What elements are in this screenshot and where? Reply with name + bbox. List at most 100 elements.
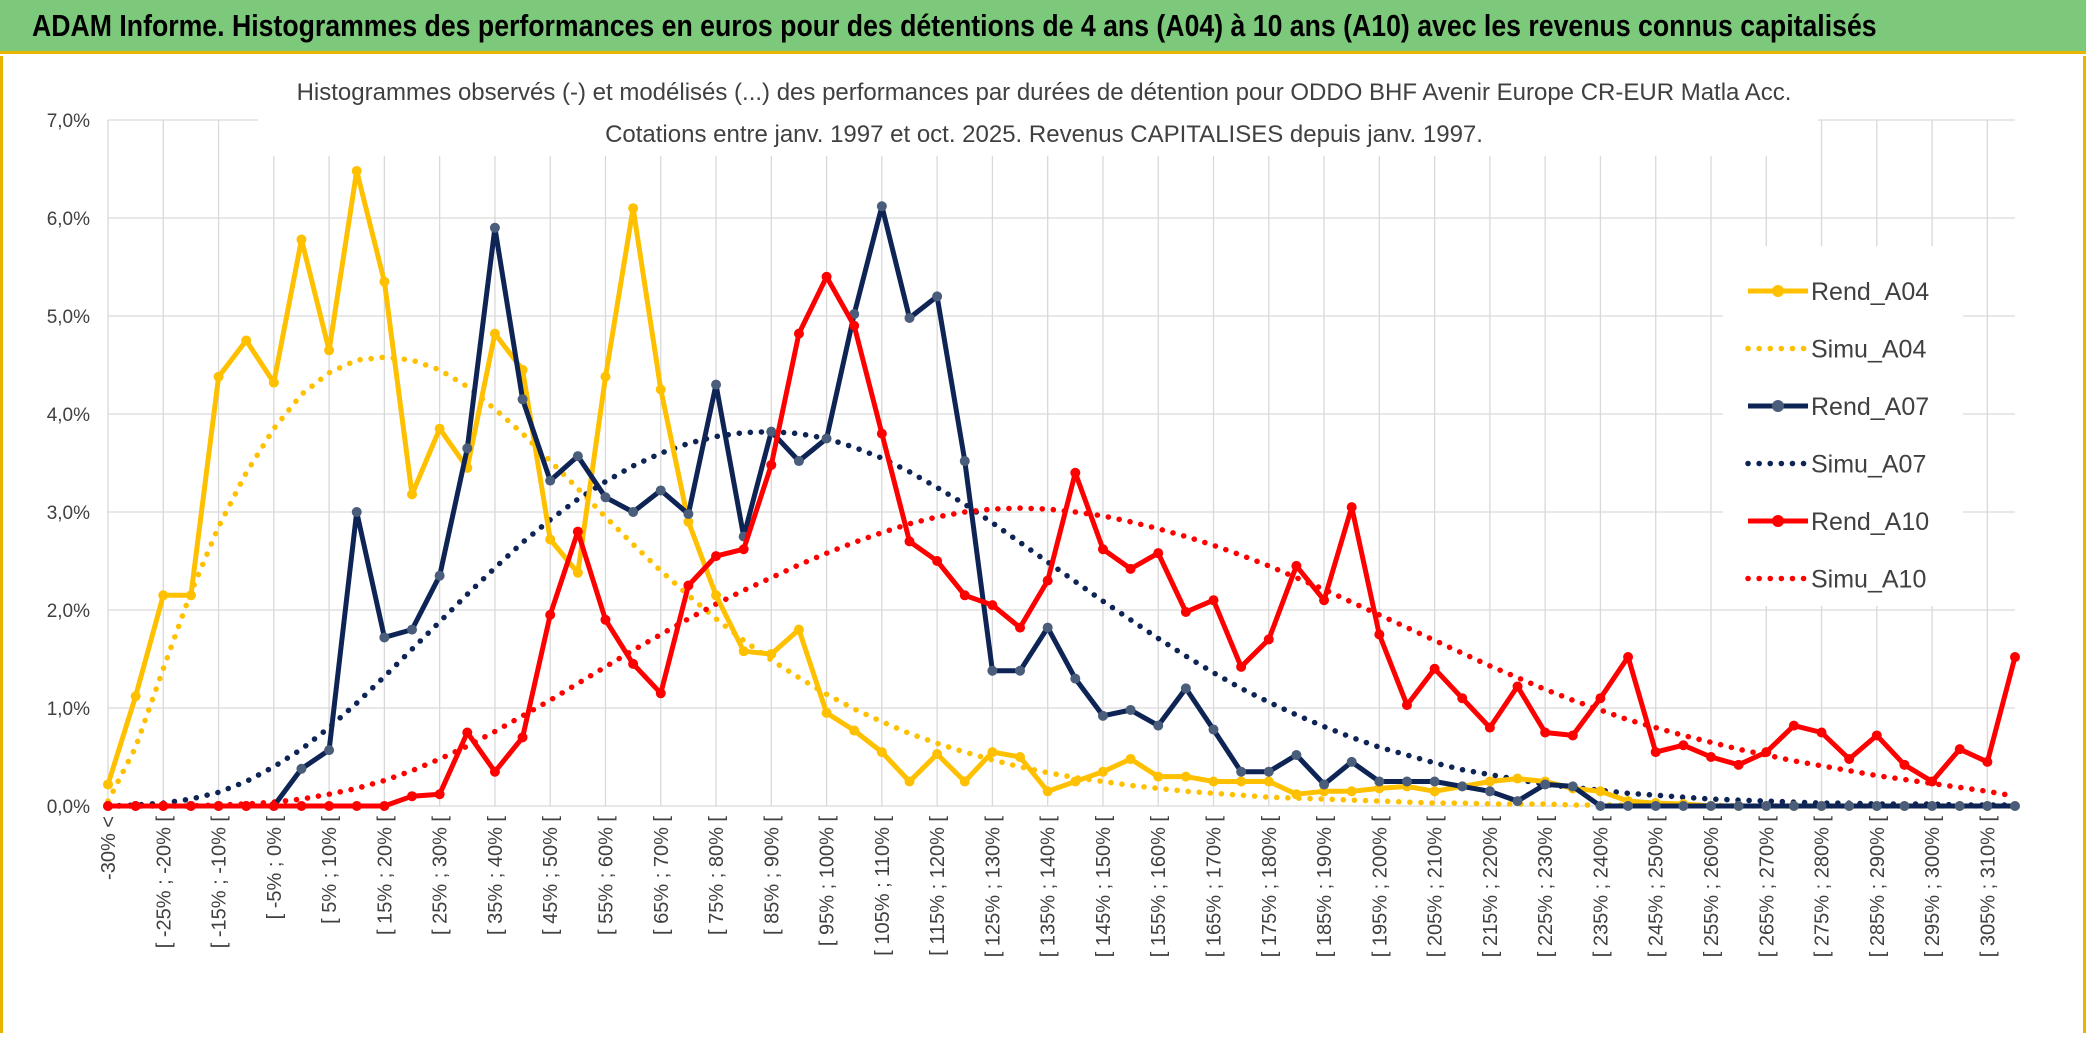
data-point bbox=[959, 456, 970, 467]
data-point bbox=[1650, 801, 1661, 811]
data-point bbox=[1374, 629, 1385, 640]
data-point bbox=[185, 590, 196, 601]
data-point bbox=[1512, 773, 1523, 784]
data-point bbox=[1816, 801, 1827, 811]
data-point bbox=[268, 801, 279, 811]
data-point bbox=[379, 276, 390, 287]
data-point bbox=[1899, 759, 1910, 770]
data-point bbox=[1623, 652, 1634, 663]
data-point bbox=[517, 732, 528, 743]
data-point bbox=[1484, 786, 1495, 797]
data-point bbox=[1484, 722, 1495, 733]
series-Simu_A10 bbox=[105, 505, 2018, 809]
legend-label: Simu_A10 bbox=[1811, 566, 1926, 594]
data-point bbox=[1761, 801, 1772, 811]
data-point bbox=[489, 222, 500, 233]
data-point bbox=[628, 658, 639, 669]
data-point bbox=[1512, 796, 1523, 807]
data-point bbox=[1097, 544, 1108, 555]
data-point bbox=[434, 423, 445, 434]
data-point bbox=[1954, 801, 1965, 811]
data-point bbox=[1319, 595, 1330, 606]
data-point bbox=[1015, 752, 1026, 762]
x-tick-label: [ 75% ; 80% [ bbox=[706, 816, 728, 935]
data-point bbox=[545, 475, 556, 486]
data-point bbox=[932, 291, 943, 302]
x-tick-label: [ 305% ; 310% [ bbox=[1977, 816, 1999, 958]
legend-item: Rend_A04 bbox=[1748, 278, 1929, 306]
data-point bbox=[1816, 727, 1827, 738]
data-point bbox=[711, 551, 722, 562]
data-point bbox=[1070, 673, 1081, 684]
data-point bbox=[1650, 747, 1661, 758]
data-point bbox=[489, 328, 500, 339]
y-tick-label: 4,0% bbox=[47, 405, 90, 426]
data-point bbox=[904, 776, 915, 787]
data-point bbox=[821, 707, 832, 718]
data-point bbox=[1871, 801, 1882, 811]
data-point bbox=[1319, 779, 1330, 790]
x-tick-label: [ 145% ; 150% [ bbox=[1093, 816, 1115, 958]
data-point bbox=[185, 801, 196, 811]
data-point bbox=[1263, 766, 1274, 777]
data-point bbox=[1291, 560, 1302, 571]
data-point bbox=[1236, 661, 1247, 672]
data-point bbox=[407, 489, 418, 500]
data-point bbox=[1319, 786, 1330, 797]
data-point bbox=[1567, 781, 1578, 792]
data-point bbox=[1595, 693, 1606, 704]
data-point bbox=[1346, 786, 1357, 797]
x-tick-label: [ 205% ; 210% [ bbox=[1425, 816, 1447, 958]
data-point bbox=[655, 485, 666, 496]
x-tick-label: [ 195% ; 200% [ bbox=[1369, 816, 1391, 958]
x-tick-label: [ 275% ; 280% [ bbox=[1812, 816, 1834, 958]
data-point bbox=[683, 580, 694, 591]
data-point bbox=[876, 201, 887, 212]
x-tick-label: [ 115% ; 120% [ bbox=[927, 816, 949, 956]
data-point bbox=[1927, 776, 1938, 787]
x-axis-labels: -30% < [ -25% ; -20% [[ -15% ; -10% [[ -5… bbox=[98, 816, 1999, 958]
y-tick-label: 0,0% bbox=[47, 797, 90, 818]
data-point bbox=[1788, 801, 1799, 811]
data-point bbox=[1982, 801, 1993, 811]
data-point bbox=[766, 426, 777, 437]
data-point bbox=[241, 801, 252, 811]
x-tick-label: [ 25% ; 30% [ bbox=[430, 816, 452, 935]
x-tick-label: -30% < bbox=[98, 816, 120, 880]
data-point bbox=[1042, 575, 1053, 586]
x-tick-label: [ 255% ; 260% [ bbox=[1701, 816, 1723, 958]
series-Rend_A07 bbox=[103, 201, 2020, 811]
data-point bbox=[407, 791, 418, 802]
data-point bbox=[849, 725, 860, 736]
data-point bbox=[434, 789, 445, 800]
data-point bbox=[462, 443, 473, 454]
data-point bbox=[1705, 801, 1716, 811]
data-point bbox=[1208, 724, 1219, 735]
data-point bbox=[1595, 801, 1606, 811]
data-point bbox=[1153, 548, 1164, 559]
data-point bbox=[158, 801, 169, 811]
data-point bbox=[407, 624, 418, 635]
x-tick-label: [ -25% ; -20% [ bbox=[153, 816, 175, 949]
data-point bbox=[959, 590, 970, 601]
data-point bbox=[1291, 789, 1302, 800]
data-point bbox=[351, 801, 362, 811]
data-point bbox=[2010, 652, 2020, 663]
chart-subtitle: Cotations entre janv. 1997 et oct. 2025.… bbox=[605, 121, 1483, 148]
data-point bbox=[766, 649, 777, 660]
data-point bbox=[1540, 727, 1551, 738]
data-point bbox=[1180, 606, 1191, 617]
legend-item: Simu_A04 bbox=[1745, 336, 1926, 364]
data-point bbox=[241, 335, 252, 346]
data-point bbox=[1180, 683, 1191, 694]
data-point bbox=[711, 590, 722, 601]
legend-label: Rend_A10 bbox=[1811, 508, 1929, 536]
y-tick-label: 7,0% bbox=[47, 111, 90, 132]
data-point bbox=[1871, 730, 1882, 741]
data-point bbox=[1263, 776, 1274, 787]
data-point bbox=[793, 328, 804, 339]
series-line bbox=[108, 203, 2015, 809]
x-tick-label: [ 35% ; 40% [ bbox=[485, 816, 507, 935]
x-tick-label: [ 5% ; 10% [ bbox=[319, 816, 341, 924]
data-point bbox=[324, 745, 335, 756]
